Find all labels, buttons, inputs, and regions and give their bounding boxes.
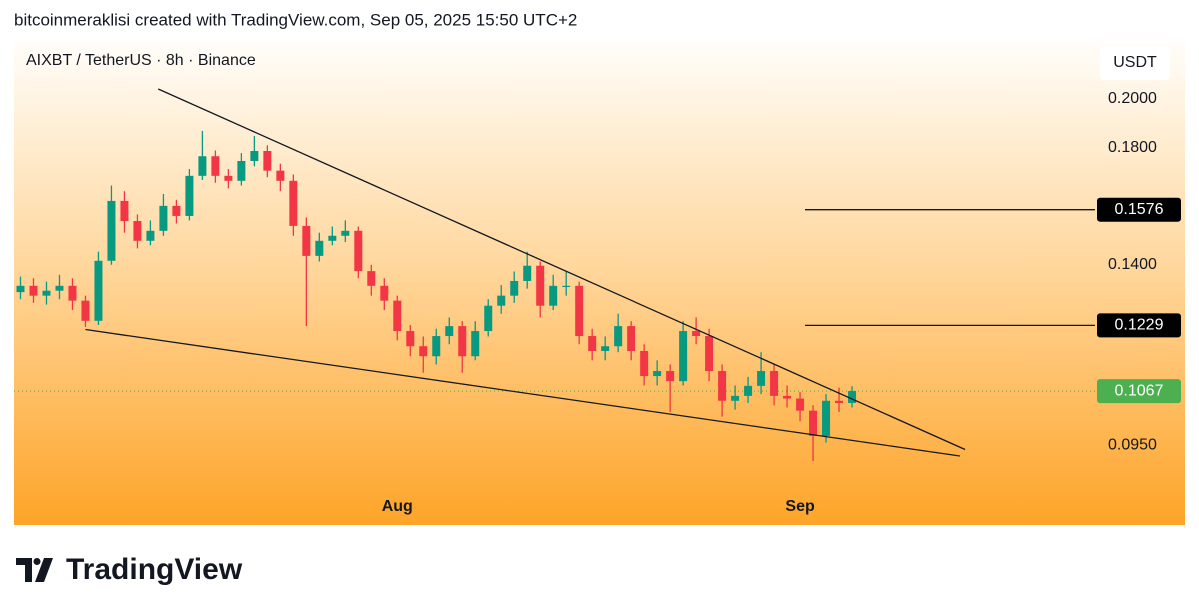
candle-body bbox=[16, 285, 25, 293]
candle-body bbox=[445, 326, 454, 337]
candle-body bbox=[341, 230, 350, 236]
candle-body bbox=[835, 400, 844, 403]
candle-body bbox=[458, 326, 467, 357]
logo-text: TradingView bbox=[66, 553, 243, 586]
candle-body bbox=[419, 346, 428, 357]
candle-body bbox=[185, 175, 194, 216]
candle-body bbox=[237, 160, 246, 181]
last-price-box bbox=[1097, 379, 1181, 404]
level-label-box bbox=[1097, 197, 1181, 222]
candle-body bbox=[172, 205, 181, 216]
candle-body bbox=[744, 385, 753, 396]
candle-body bbox=[393, 300, 402, 332]
candle-body bbox=[783, 395, 792, 399]
last-price-label: 0.1067 bbox=[1115, 382, 1164, 399]
candle-body bbox=[432, 336, 441, 357]
chart-title: AIXBT / TetherUS · 8h · Binance bbox=[26, 52, 256, 69]
candle-body bbox=[497, 295, 506, 306]
candle-body bbox=[679, 331, 688, 382]
candle-body bbox=[29, 285, 38, 296]
level-label: 0.1229 bbox=[1115, 317, 1164, 334]
candle-body bbox=[809, 410, 818, 436]
candle-body bbox=[263, 150, 272, 171]
y-tick-label: 0.0950 bbox=[1108, 436, 1157, 453]
candle-body bbox=[55, 285, 64, 291]
candle-body bbox=[484, 305, 493, 332]
candle-body bbox=[653, 371, 662, 377]
candle-body bbox=[666, 371, 675, 382]
candle-body bbox=[471, 331, 480, 357]
candle-body bbox=[211, 156, 220, 176]
candle-body bbox=[146, 230, 155, 241]
logo: TradingView bbox=[16, 553, 243, 586]
candle-body bbox=[523, 265, 532, 281]
y-tick-label: 0.2000 bbox=[1108, 90, 1157, 107]
candle-body bbox=[627, 326, 636, 352]
candle-body bbox=[588, 336, 597, 352]
candle-body bbox=[380, 285, 389, 301]
candle-body bbox=[159, 205, 168, 231]
candle-body bbox=[614, 326, 623, 347]
candle-body bbox=[328, 235, 337, 241]
candle-body bbox=[107, 200, 116, 261]
candle-body bbox=[718, 371, 727, 401]
candle-body bbox=[276, 170, 285, 181]
trendline bbox=[85, 328, 960, 457]
candle-body bbox=[42, 290, 51, 296]
candle-body bbox=[120, 200, 129, 222]
trendline bbox=[157, 88, 966, 451]
candle-body bbox=[406, 331, 415, 347]
candle-body bbox=[705, 336, 714, 372]
candle-body bbox=[302, 225, 311, 256]
y-tick-label: 0.1400 bbox=[1108, 256, 1157, 273]
candle-body bbox=[796, 398, 805, 411]
candle-body bbox=[601, 346, 610, 352]
level-label-box bbox=[1097, 313, 1181, 338]
candle-body bbox=[68, 285, 77, 301]
candle-body bbox=[289, 180, 298, 226]
candle-body bbox=[133, 221, 142, 241]
candle-body bbox=[731, 395, 740, 401]
x-tick-label: Aug bbox=[382, 498, 413, 515]
y-axis-label: USDT bbox=[1113, 54, 1157, 71]
candle-body bbox=[575, 285, 584, 337]
candle-body bbox=[549, 285, 558, 306]
candle-body bbox=[354, 230, 363, 272]
x-tick-label: Sep bbox=[785, 498, 815, 515]
candle-body bbox=[315, 240, 324, 256]
candle-body bbox=[198, 156, 207, 176]
candle-body bbox=[536, 265, 545, 306]
candle-body bbox=[94, 260, 103, 321]
level-label: 0.1576 bbox=[1115, 201, 1164, 218]
candle-body bbox=[81, 300, 90, 321]
header: bitcoinmeraklisi created with TradingVie… bbox=[14, 10, 577, 29]
candle-body bbox=[822, 400, 831, 436]
candle-body bbox=[562, 285, 571, 288]
candle-body bbox=[770, 371, 779, 396]
chart-background bbox=[14, 40, 1185, 525]
y-tick-label: 0.1800 bbox=[1108, 139, 1157, 156]
candle-body bbox=[757, 371, 766, 386]
candle-body bbox=[250, 150, 259, 161]
candle-body bbox=[640, 351, 649, 377]
candle-body bbox=[692, 331, 701, 337]
candle-body bbox=[848, 391, 857, 403]
candle-body bbox=[367, 271, 376, 286]
candle-body bbox=[224, 175, 233, 181]
candle-body bbox=[510, 280, 519, 296]
unit-box bbox=[1100, 46, 1170, 80]
